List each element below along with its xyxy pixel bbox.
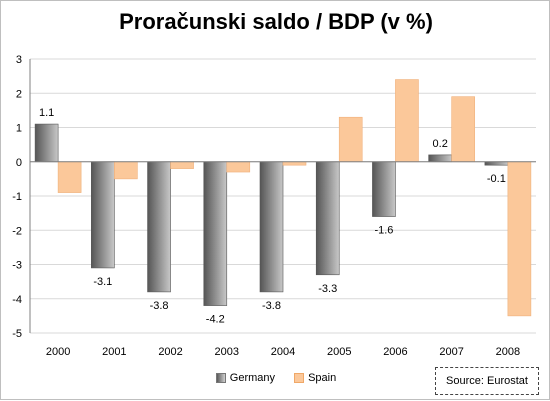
bar-spain-2001 [114, 161, 138, 180]
x-tick-label: 2008 [496, 346, 520, 358]
chart-legend: Germany Spain [1, 372, 550, 386]
data-label-germany-2003: -4.2 [206, 314, 225, 326]
bar-germany-2002 [147, 161, 171, 293]
y-tick-label: 1 [16, 123, 22, 135]
source-note: Source: Eurostat [435, 367, 539, 395]
bar-germany-2004 [259, 161, 284, 293]
bar-spain-2007 [451, 96, 475, 163]
data-label-germany-2000: 1.1 [39, 107, 54, 119]
y-tick-label: -3 [12, 260, 22, 272]
y-tick-label: -2 [12, 225, 22, 237]
y-tick-label: -5 [12, 328, 22, 340]
bar-spain-2002 [170, 161, 194, 169]
bar-germany-2001 [91, 161, 115, 269]
bar-germany-2003 [203, 161, 228, 306]
x-tick-label: 2000 [46, 346, 70, 358]
bar-spain-2005 [338, 116, 363, 163]
bar-spain-2008 [507, 161, 532, 317]
bar-germany-2006 [372, 161, 396, 217]
legend-label-germany: Germany [229, 372, 276, 384]
x-tick-label: 2004 [271, 346, 295, 358]
bar-germany-2000 [34, 123, 59, 163]
y-tick-label: 3 [16, 54, 22, 66]
data-label-germany-2001: -3.1 [93, 276, 112, 288]
legend-swatch-germany [215, 373, 226, 383]
bar-spain-2000 [57, 161, 82, 193]
bar-germany-2007 [428, 154, 452, 163]
y-tick-label: -4 [12, 294, 22, 306]
legend-item-spain: Spain [294, 372, 336, 384]
legend-swatch-spain [294, 373, 305, 383]
x-tick-label: 2003 [215, 346, 239, 358]
x-tick-label: 2001 [102, 346, 126, 358]
bar-germany-2008 [484, 161, 509, 166]
y-tick-label: 2 [16, 88, 22, 100]
bar-germany-2005 [315, 161, 340, 276]
y-tick-label: -1 [12, 191, 22, 203]
chart-title: Proračunski saldo / BDP (v %) [119, 9, 433, 34]
data-label-germany-2004: -3.8 [262, 300, 281, 312]
data-label-germany-2006: -1.6 [374, 225, 393, 237]
data-label-germany-2005: -3.3 [318, 283, 337, 295]
data-label-germany-2008: -0.1 [487, 173, 506, 185]
legend-item-germany: Germany [215, 372, 276, 384]
bar-spain-2004 [282, 161, 307, 166]
data-label-germany-2002: -3.8 [150, 300, 169, 312]
x-tick-label: 2005 [327, 346, 351, 358]
x-tick-label: 2007 [439, 346, 463, 358]
x-tick-label: 2006 [383, 346, 407, 358]
x-tick-label: 2002 [158, 346, 182, 358]
y-tick-label: 0 [16, 157, 22, 169]
bar-spain-2003 [226, 161, 251, 173]
data-label-germany-2007: 0.2 [433, 138, 448, 150]
legend-label-spain: Spain [308, 372, 337, 384]
bar-spain-2006 [395, 79, 419, 163]
